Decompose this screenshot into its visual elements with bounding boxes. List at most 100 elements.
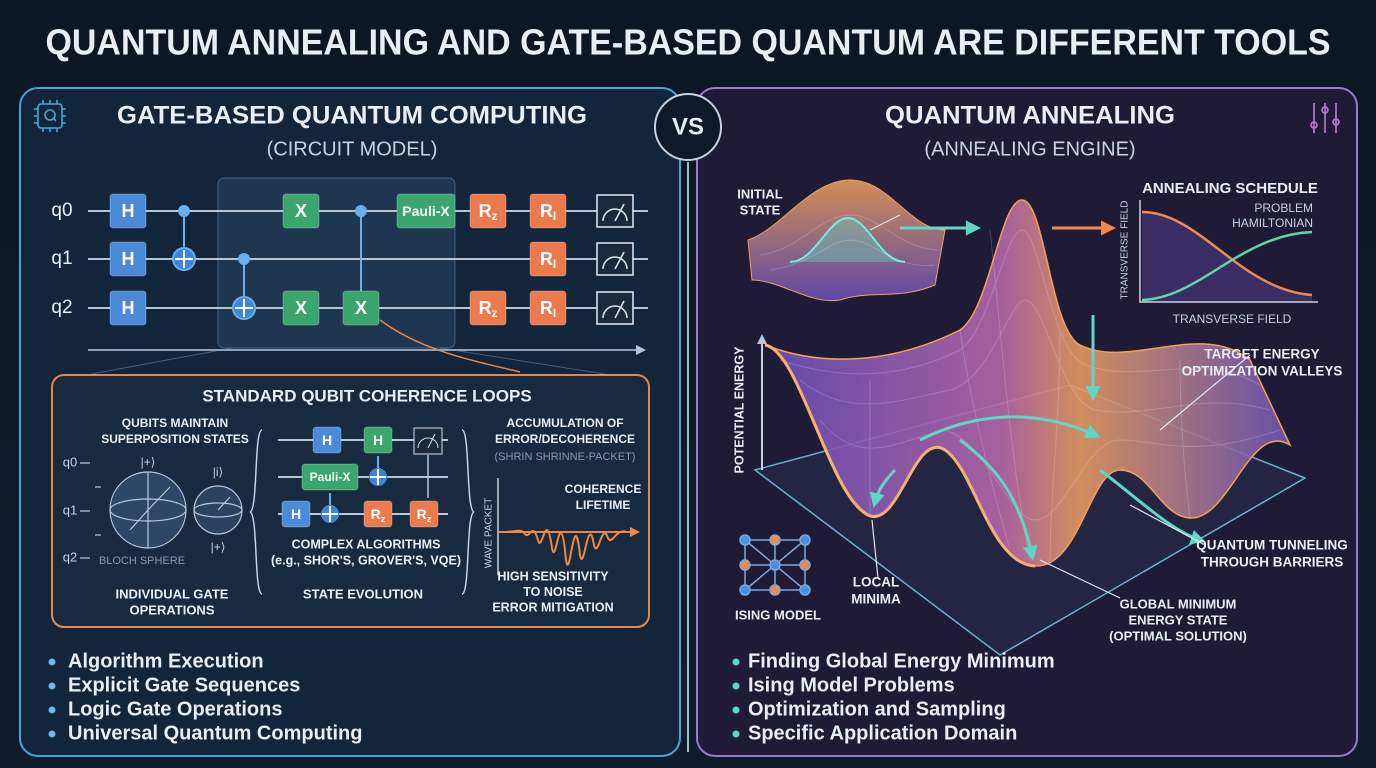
gate-symbol: X bbox=[295, 298, 307, 318]
coherence-caption: COHERENCE bbox=[565, 482, 642, 496]
gate-symbol: H bbox=[122, 298, 135, 318]
measurements-part bbox=[596, 194, 634, 228]
target-label: OPTIMIZATION VALLEYS bbox=[1182, 364, 1343, 379]
inset-gate-label: Rz bbox=[417, 506, 432, 525]
controls-part bbox=[175, 250, 193, 268]
qubit-label: q2 bbox=[51, 297, 72, 318]
ising-graph-part bbox=[769, 584, 781, 596]
global-minimum-label: GLOBAL MINIMUM bbox=[1120, 596, 1237, 611]
circuit-gate-box bbox=[529, 290, 567, 326]
gate-symbol: X bbox=[355, 298, 367, 318]
state-label: |+⟩ bbox=[211, 540, 226, 554]
highlight-box bbox=[217, 177, 456, 349]
inset-wires-part bbox=[461, 429, 477, 595]
initial-surface-part bbox=[789, 216, 906, 263]
gate-symbol: R bbox=[540, 201, 553, 221]
circuit-gate-label: Rz bbox=[479, 201, 498, 223]
measurements-part bbox=[602, 251, 628, 270]
tunneling-arrows-part bbox=[869, 214, 1251, 599]
circuit-gate-label: Rz bbox=[479, 298, 498, 320]
gate-symbol: R bbox=[479, 298, 492, 318]
inset-gate-box bbox=[363, 500, 393, 528]
bullet-dot bbox=[48, 706, 56, 714]
slider-icon-part bbox=[1332, 118, 1340, 126]
measurements-part bbox=[602, 300, 628, 319]
inset-gate-label: Rz bbox=[371, 506, 386, 525]
energy-landscape-part bbox=[764, 343, 1036, 568]
inset-gate: H bbox=[312, 426, 342, 454]
qubit-label: q0 bbox=[51, 200, 72, 221]
inset-gate: H bbox=[281, 500, 311, 528]
bullet-dot bbox=[48, 682, 56, 690]
inset-gate-label: Pauli-X bbox=[310, 470, 351, 484]
bullet: Universal Quantum Computing bbox=[68, 722, 362, 744]
circuit-gate-label: X bbox=[295, 201, 307, 221]
gate-symbol: R bbox=[540, 249, 553, 269]
local-minima-label: MINIMA bbox=[851, 592, 901, 607]
qubit-label: q1 bbox=[51, 248, 72, 269]
bullet: Finding Global Energy Minimum bbox=[748, 650, 1055, 672]
sphere-label: BLOCH SPHERE bbox=[99, 555, 185, 567]
circuit-gate-box bbox=[529, 241, 567, 277]
gate-subscript: z bbox=[492, 307, 498, 320]
gate-subscript: I bbox=[553, 258, 556, 271]
initial-state-label: INITIAL bbox=[737, 186, 783, 201]
wave-label: WAVE PACKET bbox=[484, 498, 495, 568]
vs-badge bbox=[654, 93, 722, 161]
inset-caption: SUPERPOSITION STATES bbox=[101, 432, 249, 446]
initial-surface-part bbox=[747, 179, 946, 302]
circuit-gate: RI bbox=[529, 290, 567, 326]
ising-graph-part bbox=[799, 584, 811, 596]
controls-part bbox=[355, 205, 367, 217]
target-label: TARGET ENERGY bbox=[1204, 347, 1319, 362]
inset-wires-part bbox=[417, 433, 439, 449]
ising-graph-part bbox=[739, 559, 751, 571]
circuit-gate-box bbox=[109, 193, 147, 229]
error-caption: ACCUMULATION OF bbox=[506, 416, 623, 430]
inset-title: STANDARD QUBIT COHERENCE LOOPS bbox=[202, 386, 531, 405]
curve-label: PROBLEM bbox=[1254, 201, 1313, 215]
bullet: Algorithm Execution bbox=[68, 650, 264, 672]
global-minimum-label: (OPTIMAL SOLUTION) bbox=[1109, 628, 1247, 643]
measurements-part bbox=[596, 242, 634, 276]
measurements-part bbox=[596, 291, 634, 325]
schedule-title: ANNEALING SCHEDULE bbox=[1142, 180, 1318, 197]
tunneling-label: QUANTUM TUNNELING bbox=[1196, 538, 1348, 553]
gate-symbol: R bbox=[371, 506, 381, 522]
controls-part bbox=[235, 299, 253, 317]
schedule-x-label: TRANSVERSE FIELD bbox=[1173, 312, 1292, 326]
gate-symbol: Pauli-X bbox=[310, 470, 351, 484]
circuit-gate-box bbox=[109, 290, 147, 326]
zoom-lines bbox=[69, 347, 631, 379]
ising-label: ISING MODEL bbox=[735, 607, 821, 622]
circuit-gate-label: H bbox=[122, 249, 135, 269]
inset-wires-part bbox=[370, 469, 386, 485]
bullet-dot bbox=[732, 658, 740, 666]
circuit-gate-box bbox=[469, 290, 507, 326]
gate-symbol: R bbox=[479, 201, 492, 221]
circuit-gate: H bbox=[109, 290, 147, 326]
circuit-gate-label: Pauli-X bbox=[402, 203, 450, 219]
gate-symbol: H bbox=[291, 506, 301, 522]
inset-box bbox=[51, 374, 650, 628]
global-minimum-label: ENERGY STATE bbox=[1129, 612, 1228, 627]
circuit-gate: X bbox=[282, 290, 320, 326]
local-minima-label: LOCAL bbox=[853, 575, 900, 590]
bloch-spheres bbox=[80, 462, 243, 559]
initial-state-label: STATE bbox=[740, 202, 781, 217]
chip-icon-part bbox=[34, 100, 66, 132]
circuit-gate: H bbox=[109, 241, 147, 277]
tunneling-arrows-part bbox=[919, 415, 1101, 442]
bullet: Explicit Gate Sequences bbox=[68, 674, 300, 696]
circuit-gate: H bbox=[109, 193, 147, 229]
inset-qubit: q1 bbox=[63, 502, 77, 517]
bullet-dot bbox=[48, 658, 56, 666]
error-note: (SHRIN SHRINNE-PACKET) bbox=[495, 451, 636, 463]
circuit-gate-box bbox=[342, 290, 380, 326]
bullet: Logic Gate Operations bbox=[68, 698, 282, 720]
page-title: QUANTUM ANNEALING AND GATE-BASED QUANTUM… bbox=[46, 22, 1331, 63]
gate-subscript: I bbox=[553, 307, 556, 320]
